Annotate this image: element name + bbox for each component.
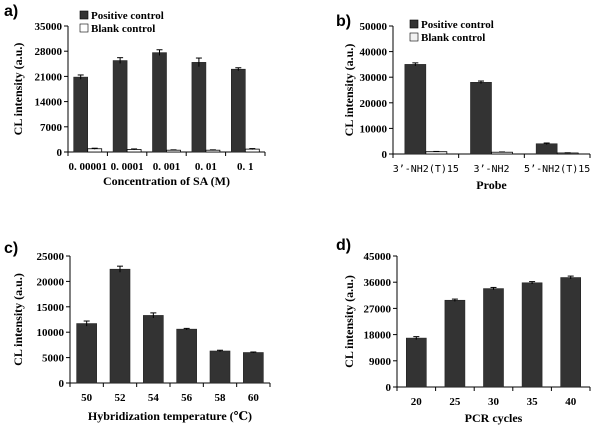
chart-panel-3: c) 0 5000 10000 15000 20000 25000 50 52 54 56 58 60 H… xyxy=(4,240,271,423)
legend-label: Blank control xyxy=(421,32,485,44)
bar-series-1 xyxy=(444,299,466,388)
bar-series-1 xyxy=(73,76,88,153)
x-axis-title: Hybridization temperature (℃) xyxy=(88,409,252,423)
y-tick-label: 18000 xyxy=(364,330,392,342)
chart-panel-1: a) 0 7000 14000 21000 28000 35000 0. 00001 0. 00… xyxy=(4,3,266,188)
y-tick-label: 5000 xyxy=(42,353,65,365)
legend-label: Blank control xyxy=(91,23,155,35)
x-tick-label: 0. 001 xyxy=(153,161,181,173)
y-tick-label: 14000 xyxy=(35,97,63,109)
x-tick-label: 3’-NH2 xyxy=(473,164,509,175)
legend-label: Positive control xyxy=(91,10,164,22)
x-tick-label: 0. 0001 xyxy=(111,161,144,173)
x-tick-label: 50 xyxy=(81,392,93,404)
y-tick-label: 21000 xyxy=(35,71,63,83)
bar-series-1 xyxy=(560,277,582,388)
bar-series-1 xyxy=(109,268,131,384)
legend-swatch xyxy=(79,10,89,20)
x-tick-label: 25 xyxy=(449,396,461,408)
panel-label: d) xyxy=(336,237,351,254)
chart-panel-2: b) 0 10000 20000 30000 40000 50000 3’-NH2(T)15 3… xyxy=(336,13,591,192)
bar-series-1 xyxy=(176,328,197,384)
y-tick-label: 0 xyxy=(382,149,388,161)
x-axis-title: Probe xyxy=(476,178,507,192)
x-tick-label: 0. 01 xyxy=(195,161,217,173)
y-tick-label: 28000 xyxy=(35,46,63,58)
x-tick-label: 0. 1 xyxy=(237,161,254,173)
y-tick-label: 35000 xyxy=(35,21,63,33)
bar-series-1 xyxy=(143,315,164,384)
legend-swatch xyxy=(79,23,89,33)
y-tick-label: 7000 xyxy=(40,122,63,134)
x-tick-label: 56 xyxy=(181,392,193,404)
bar-series-1 xyxy=(483,288,504,388)
y-tick-label: 25000 xyxy=(37,251,65,263)
bar-series-2 xyxy=(491,151,513,155)
x-tick-label: 20 xyxy=(411,396,423,408)
y-tick-label: 0 xyxy=(57,147,63,159)
bar-series-1 xyxy=(521,282,543,388)
bar-series-1 xyxy=(470,82,492,155)
legend-swatch xyxy=(409,19,419,29)
bar-series-1 xyxy=(405,337,427,388)
y-tick-label: 27000 xyxy=(364,303,392,315)
y-axis-title: CL intensity (a.u.) xyxy=(11,273,25,366)
y-tick-label: 36000 xyxy=(364,277,392,289)
y-tick-label: 50000 xyxy=(360,21,388,33)
x-tick-label: 58 xyxy=(215,392,227,404)
y-tick-label: 9000 xyxy=(369,356,392,368)
panel-label: c) xyxy=(4,240,18,257)
bar-series-1 xyxy=(76,323,97,384)
y-tick-label: 40000 xyxy=(360,47,388,59)
bar-series-2 xyxy=(425,151,448,155)
y-tick-label: 30000 xyxy=(360,72,388,84)
x-tick-label: 54 xyxy=(148,392,160,404)
bar-series-1 xyxy=(243,352,264,384)
y-tick-label: 20000 xyxy=(37,276,65,288)
x-tick-label: 30 xyxy=(488,396,500,408)
x-tick-label: 0. 00001 xyxy=(68,161,107,173)
panel-label: b) xyxy=(336,13,351,30)
y-axis-title: CL intensity (a.u.) xyxy=(342,275,356,368)
x-tick-label: 3’-NH2(T)15 xyxy=(393,164,459,175)
panel-label: a) xyxy=(4,3,18,20)
y-tick-label: 45000 xyxy=(364,251,392,263)
bar-series-1 xyxy=(191,62,207,153)
bar-series-1 xyxy=(112,60,128,153)
y-axis-title: CL intensity (a.u.) xyxy=(342,44,356,137)
x-axis-title: PCR cycles xyxy=(465,411,523,425)
y-axis-title: CL intensity (a.u.) xyxy=(11,43,25,136)
y-tick-label: 0 xyxy=(386,382,392,394)
x-tick-label: 40 xyxy=(565,396,577,408)
bar-series-1 xyxy=(404,64,427,155)
x-tick-label: 60 xyxy=(248,392,260,404)
y-tick-label: 0 xyxy=(59,378,65,390)
x-tick-label: 35 xyxy=(527,396,539,408)
bar-series-1 xyxy=(231,68,246,153)
x-tick-label: 52 xyxy=(115,392,127,404)
y-tick-label: 20000 xyxy=(360,98,388,110)
x-tick-label: 5’-NH2(T)15 xyxy=(524,164,590,175)
bar-series-1 xyxy=(535,143,558,155)
legend-swatch xyxy=(409,32,419,42)
y-tick-label: 10000 xyxy=(37,327,65,339)
chart-panel-4: d) 0 9000 18000 27000 36000 45000 20 25 30 35 40 PCR… xyxy=(336,237,591,425)
y-tick-label: 10000 xyxy=(360,123,388,135)
x-axis-title: Concentration of SA (M) xyxy=(103,174,230,188)
legend-label: Positive control xyxy=(421,19,494,31)
bar-series-1 xyxy=(152,52,167,153)
y-tick-label: 15000 xyxy=(37,302,65,314)
bar-series-1 xyxy=(209,350,231,384)
